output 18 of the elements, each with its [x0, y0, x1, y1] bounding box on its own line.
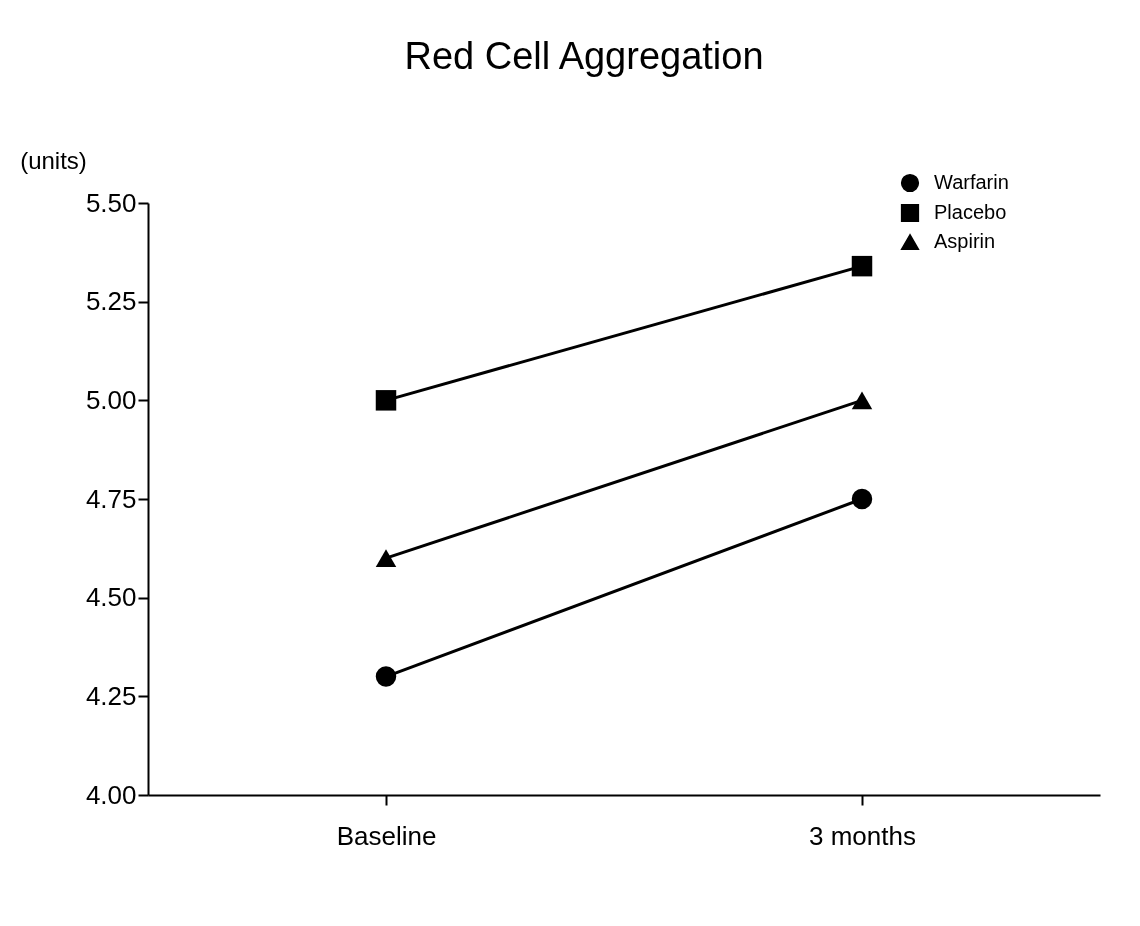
x-tick-label: Baseline: [336, 820, 437, 851]
y-tick-label: 4.00: [85, 779, 137, 810]
chart-title: Red Cell Aggregation: [404, 35, 764, 77]
legend-label: Warfarin: [934, 171, 1009, 193]
y-tick-label: 5.00: [85, 384, 137, 415]
y-tick-label: 4.25: [85, 680, 137, 711]
point: [851, 255, 873, 277]
y-tick-label: 4.75: [85, 483, 137, 514]
legend-label: Aspirin: [934, 230, 996, 252]
y-tick-label: 4.50: [85, 582, 137, 613]
y-tick-label: 5.50: [85, 187, 137, 218]
y-tick-label: 5.25: [85, 286, 137, 317]
x-tick-label: 3 months: [809, 820, 916, 851]
y-axis-title: (units): [20, 146, 87, 174]
point: [851, 488, 873, 510]
point: [375, 666, 397, 687]
legend-label: Placebo: [934, 201, 1007, 223]
point: [375, 390, 397, 411]
